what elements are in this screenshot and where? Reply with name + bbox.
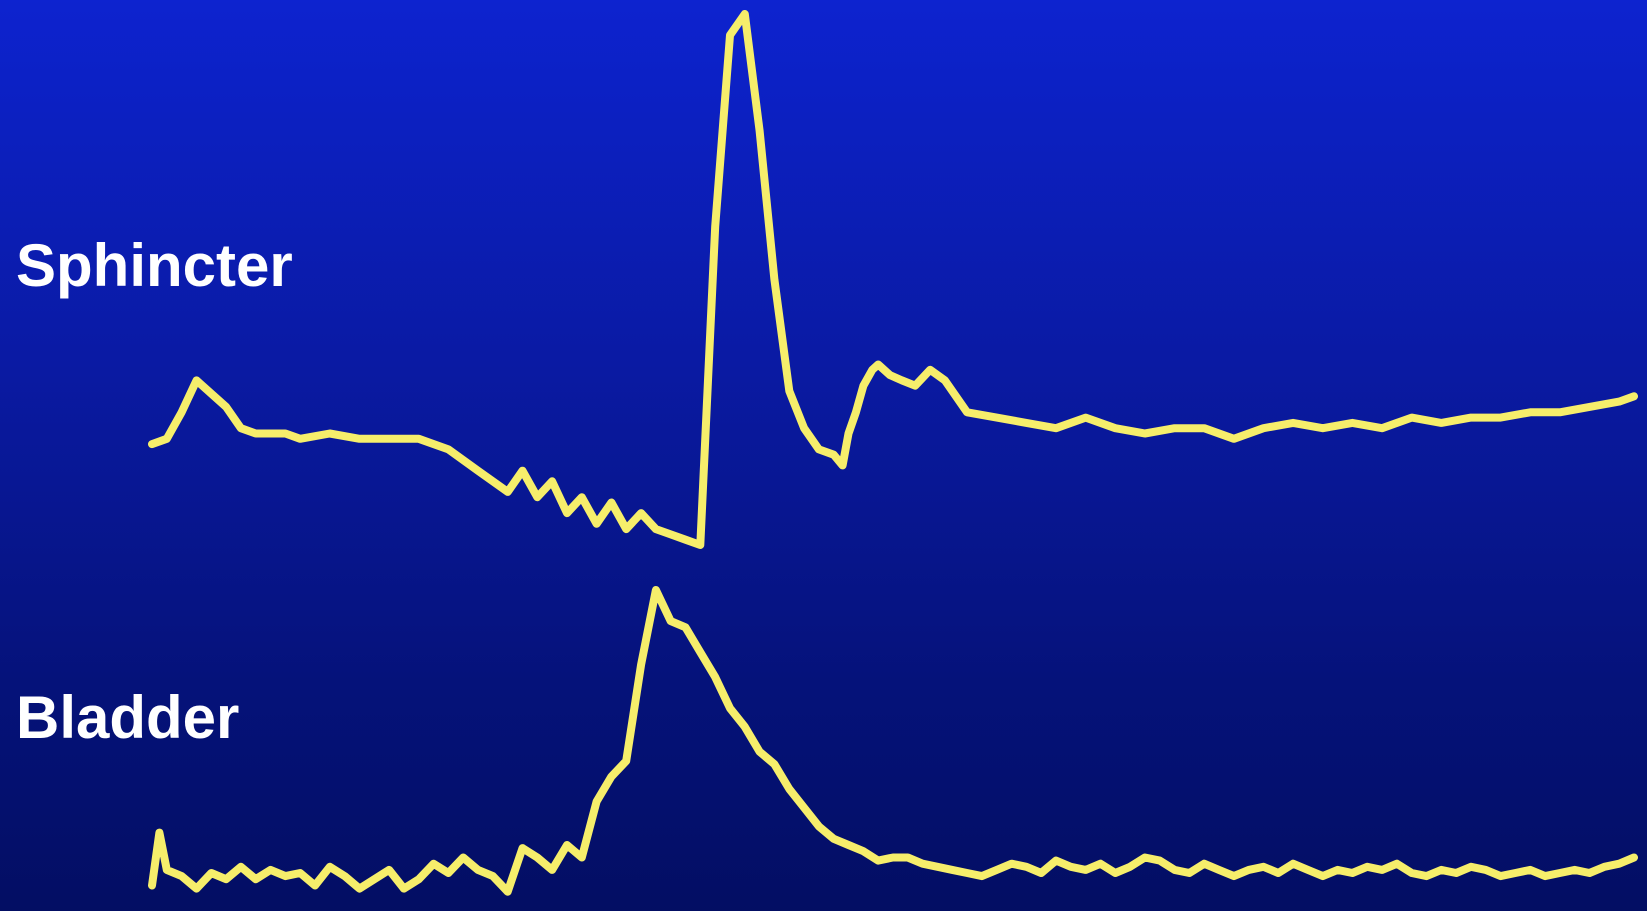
traces-group: [148, 10, 1638, 896]
bladder-label: Bladder: [16, 684, 240, 751]
sphincter-label: Sphincter: [16, 232, 293, 299]
sphincter-trace: [148, 10, 1638, 549]
bladder-trace: [148, 586, 1638, 896]
